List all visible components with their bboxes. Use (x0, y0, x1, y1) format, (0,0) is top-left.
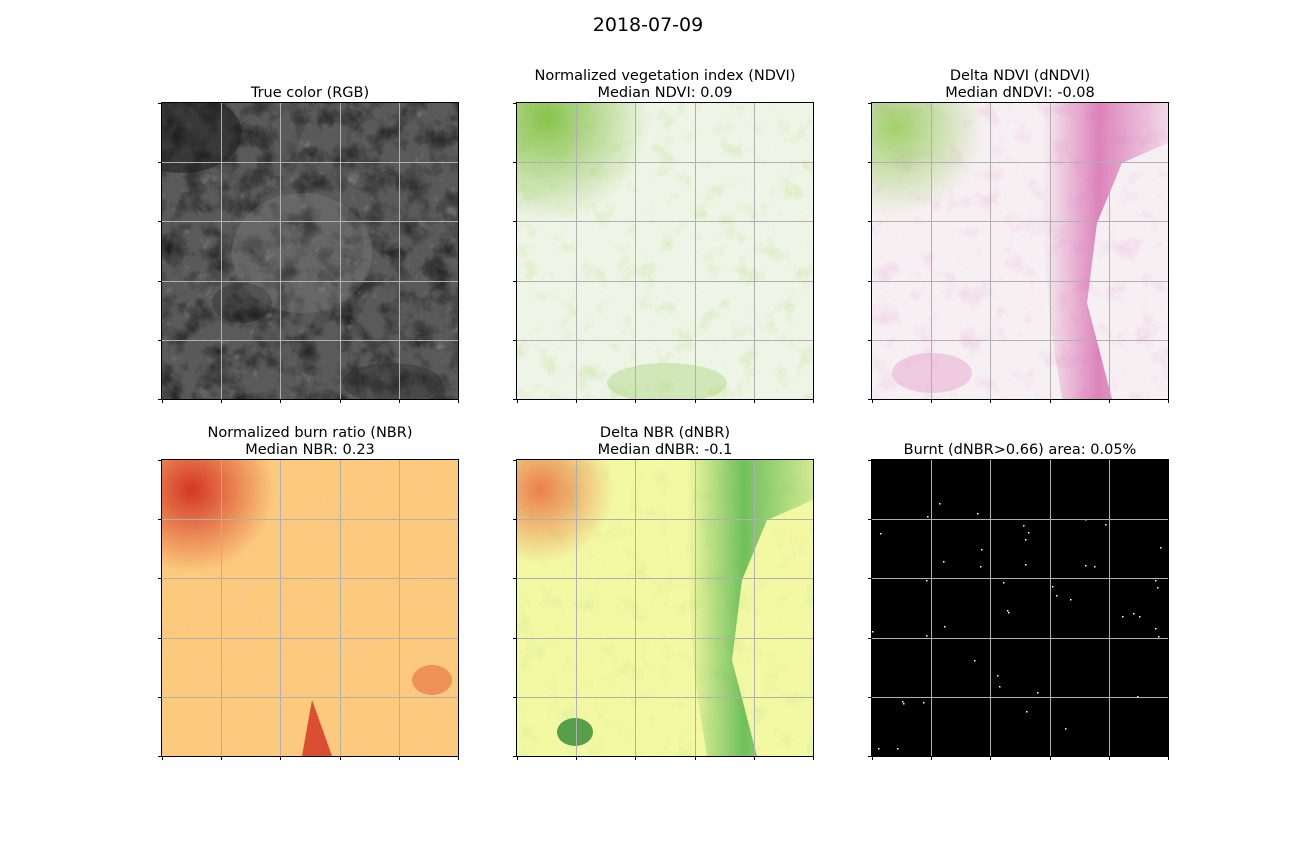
burnt-pixel (1160, 547, 1162, 549)
burnt-pixel (1056, 595, 1058, 597)
burnt-pixel (1028, 532, 1030, 534)
axis-ticks (868, 460, 1169, 760)
true-color-image (161, 102, 459, 400)
burnt-pixel (872, 631, 874, 633)
axis-ticks (158, 460, 459, 760)
burnt-pixel (1158, 636, 1160, 638)
burnt-pixel (997, 675, 999, 677)
burnt-pixel (1085, 565, 1087, 567)
burnt-mask-image (871, 459, 1169, 757)
panel-title-line2: Median NDVI: 0.09 (597, 85, 733, 101)
burnt-pixel (980, 566, 982, 568)
burnt-pixel (1070, 599, 1072, 601)
burnt-pixel (1052, 586, 1054, 588)
burnt-pixel (923, 702, 925, 704)
panel-title-line2: Median dNDVI: -0.08 (945, 85, 1095, 101)
burnt-pixel (1105, 524, 1107, 526)
panel-title-line1: True color (RGB) (250, 85, 370, 101)
panel-title-line1: Delta NDVI (dNDVI) (949, 68, 1091, 84)
panel-title-line2: Median dNBR: -0.1 (597, 442, 733, 458)
burnt-pixel (1025, 539, 1027, 541)
axis-ticks (513, 103, 814, 403)
axis-ticks (868, 103, 1169, 403)
panel-nbr: Normalized burn ratio (NBR) Median NBR: … (158, 425, 459, 760)
burnt-pixel (880, 533, 882, 535)
dnbr-image (516, 459, 814, 757)
burnt-pixel (939, 503, 941, 505)
burnt-pixel (977, 513, 979, 515)
burnt-pixel (1122, 616, 1124, 618)
axis-ticks (513, 460, 814, 760)
burnt-pixel (1023, 525, 1025, 527)
burnt-pixel (944, 626, 946, 628)
burnt-pixel (1155, 628, 1157, 630)
panel-true-color: True color (RGB) (158, 85, 459, 403)
panel-title-line1: Normalized vegetation index (NDVI) (534, 68, 796, 84)
burnt-pixel (1037, 692, 1039, 694)
dndvi-image (871, 102, 1169, 400)
axis-ticks (158, 103, 459, 403)
panel-title: Normalized burn ratio (NBR) Median NBR: … (62, 425, 558, 459)
panel-burnt: Burnt (dNBR>0.66) area: 0.05% (868, 442, 1169, 760)
burnt-pixel (1007, 610, 1009, 612)
panel-dndvi: Delta NDVI (dNDVI) Median dNDVI: -0.08 (868, 68, 1169, 403)
burnt-pixel (897, 748, 899, 750)
burnt-pixel (1137, 696, 1139, 698)
burnt-pixel (999, 686, 1001, 688)
burnt-pixel (1094, 566, 1096, 568)
panel-title: Delta NBR (dNBR) Median dNBR: -0.1 (417, 425, 913, 459)
burnt-pixel (926, 635, 928, 637)
panel-title-line1: Normalized burn ratio (NBR) (207, 425, 413, 441)
panel-dnbr: Delta NBR (dNBR) Median dNBR: -0.1 (513, 425, 814, 760)
burnt-pixel (1003, 582, 1005, 584)
panel-title: Burnt (dNBR>0.66) area: 0.05% (772, 442, 1268, 459)
panel-title-line1: Delta NBR (dNBR) (599, 425, 731, 441)
panel-title: True color (RGB) (62, 85, 558, 102)
burnt-pixel (878, 748, 880, 750)
nbr-image (161, 459, 459, 757)
panel-ndvi: Normalized vegetation index (NDVI) Media… (513, 68, 814, 403)
burnt-pixel (1025, 564, 1027, 566)
burnt-pixel (1133, 613, 1135, 615)
panel-title-line2: Median NBR: 0.23 (245, 442, 375, 458)
burnt-pixel (1065, 728, 1067, 730)
burnt-pixel (1008, 612, 1010, 614)
burnt-pixel (902, 701, 904, 703)
burnt-pixel (927, 516, 929, 518)
panel-title: Delta NDVI (dNDVI) Median dNDVI: -0.08 (772, 68, 1268, 102)
burnt-pixel (1155, 580, 1157, 582)
burnt-pixel (926, 580, 928, 582)
burnt-pixel (903, 703, 905, 705)
panel-title-line1: Burnt (dNBR>0.66) area: 0.05% (903, 442, 1137, 458)
panel-title: Normalized vegetation index (NDVI) Media… (417, 68, 913, 102)
figure-title: 2018-07-09 (592, 14, 704, 36)
ndvi-image (516, 102, 814, 400)
burnt-pixel (1157, 587, 1159, 589)
burnt-pixel (1026, 711, 1028, 713)
burnt-pixel (1139, 616, 1141, 618)
burnt-pixel (981, 549, 983, 551)
burnt-pixel (974, 660, 976, 662)
burnt-pixel (943, 561, 945, 563)
